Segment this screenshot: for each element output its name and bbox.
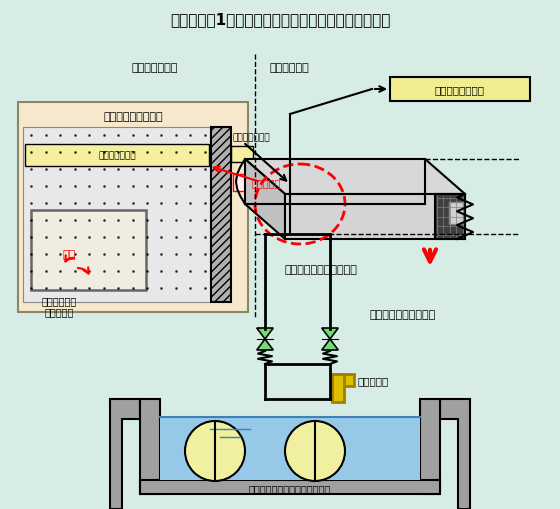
- FancyBboxPatch shape: [233, 175, 299, 191]
- Polygon shape: [245, 160, 285, 240]
- Bar: [31, 211, 146, 291]
- Circle shape: [285, 421, 345, 481]
- Bar: [23, 128, 211, 302]
- Polygon shape: [322, 340, 338, 350]
- Bar: [140, 399, 160, 494]
- Bar: [435, 194, 465, 240]
- Polygon shape: [245, 160, 465, 194]
- Bar: [449, 203, 463, 224]
- Polygon shape: [256, 328, 273, 340]
- Bar: [160, 417, 420, 480]
- Text: ２次系排水: ２次系排水: [358, 375, 389, 385]
- Bar: [18, 103, 248, 313]
- Text: 総合排水処理装置: 総合排水処理装置: [435, 85, 485, 95]
- Text: 非常用排水配管: 非常用排水配管: [98, 151, 136, 160]
- Text: 屋外（埋設）: 屋外（埋設）: [270, 63, 310, 73]
- Polygon shape: [110, 399, 140, 509]
- Bar: [211, 128, 231, 302]
- Bar: [25, 145, 209, 166]
- Bar: [140, 480, 440, 494]
- Circle shape: [185, 421, 245, 481]
- Text: タービン建家地下１階: タービン建家地下１階: [370, 309, 436, 319]
- Bar: [420, 399, 440, 494]
- Polygon shape: [440, 399, 470, 509]
- Polygon shape: [256, 340, 273, 350]
- Bar: [390, 78, 530, 102]
- Bar: [332, 374, 344, 402]
- Text: タービン建家内: タービン建家内: [132, 63, 178, 73]
- Text: タービン建家
空調ダクト: タービン建家 空調ダクト: [41, 295, 77, 317]
- Text: 漏えい箇所の断面図: 漏えい箇所の断面図: [103, 112, 163, 122]
- Text: １号機Ｔ／Ｂ非常用排水ポンプ: １号機Ｔ／Ｂ非常用排水ポンプ: [249, 483, 331, 493]
- Text: 漏えい箇所: 漏えい箇所: [251, 178, 281, 188]
- Text: タービン建家空調ダクト: タービン建家空調ダクト: [285, 265, 358, 274]
- Bar: [285, 194, 465, 240]
- Text: 伊方発電所1号機　タービン建家漏水状況イメージ図: 伊方発電所1号機 タービン建家漏水状況イメージ図: [170, 13, 390, 27]
- Text: 漏水: 漏水: [62, 249, 76, 260]
- Bar: [231, 147, 253, 163]
- Polygon shape: [322, 328, 338, 340]
- Bar: [332, 374, 354, 386]
- Text: タービン建家内: タービン建家内: [233, 133, 270, 142]
